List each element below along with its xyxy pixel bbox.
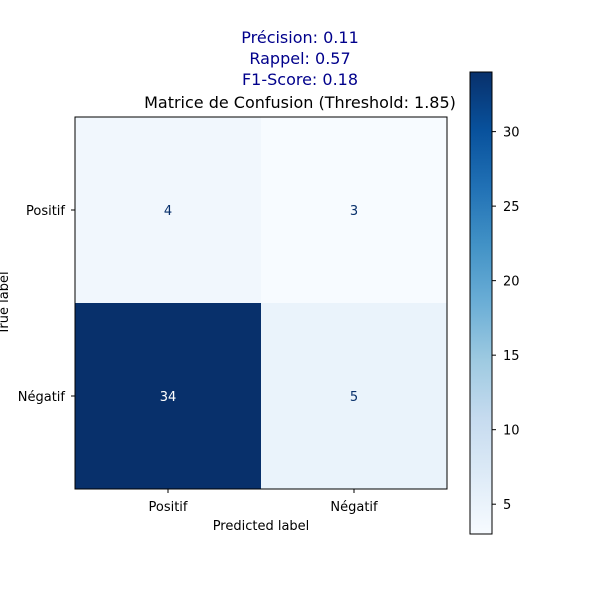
colorbar-tick-label: 25	[503, 200, 520, 215]
cell-1-0	[75, 303, 261, 489]
cell-value-0-0: 4	[164, 204, 172, 219]
colorbar-ticks: 5 10 15 20 25 30	[492, 126, 520, 513]
cell-1-1	[261, 303, 447, 489]
colorbar-tick-label: 10	[503, 424, 520, 439]
heatmap-cells: 4 3 34 5	[75, 117, 447, 489]
cell-value-1-1: 5	[350, 390, 358, 405]
precision-text: Précision: 0.11	[241, 28, 359, 47]
chart-title: Matrice de Confusion (Threshold: 1.85)	[144, 93, 456, 112]
colorbar-tick-label: 5	[503, 498, 511, 513]
recall-text: Rappel: 0.57	[249, 49, 351, 68]
cell-value-1-0: 34	[160, 390, 177, 405]
colorbar-tick-label: 20	[503, 275, 520, 290]
y-tick-label: Positif	[26, 204, 65, 219]
cell-0-1	[261, 117, 447, 303]
axis-ticks: Positif Négatif Positif Négatif	[18, 204, 378, 515]
x-tick-label: Négatif	[330, 500, 378, 515]
colorbar-tick-label: 30	[503, 126, 520, 141]
colorbar	[469, 71, 493, 535]
cell-0-0	[75, 117, 261, 303]
colorbar-tick-label: 15	[503, 349, 520, 364]
plot-frame	[74, 116, 448, 490]
f1-score-text: F1-Score: 0.18	[241, 70, 359, 89]
x-axis-label: Predicted label	[213, 519, 310, 534]
y-axis-label: True label	[0, 271, 12, 335]
y-tick-label: Négatif	[18, 390, 66, 405]
x-tick-label: Positif	[149, 500, 188, 515]
cell-value-0-1: 3	[350, 204, 358, 219]
